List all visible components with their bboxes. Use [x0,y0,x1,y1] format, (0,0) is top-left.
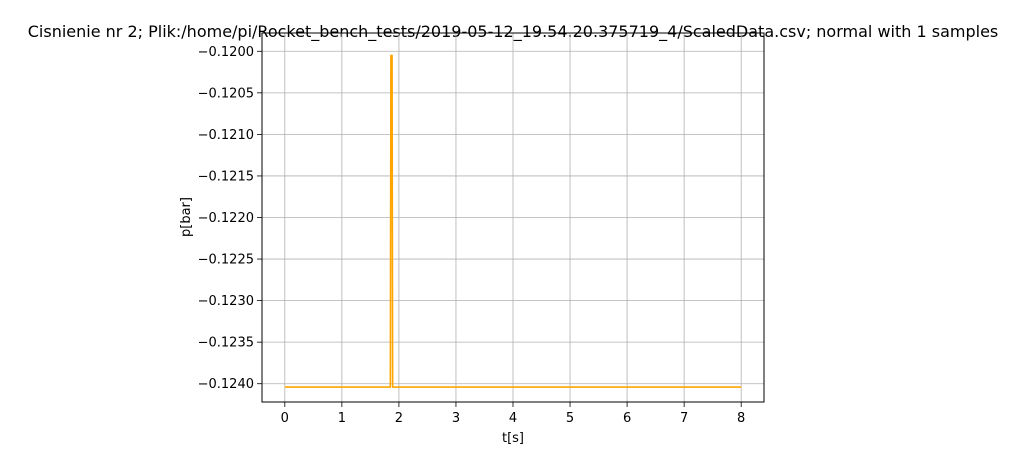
y-tick-label: −0.1225 [198,253,254,268]
x-tick-label: 7 [680,411,688,426]
y-tick-label: −0.1240 [198,377,254,392]
x-tick-label: 0 [281,411,289,426]
series-layer [284,54,742,388]
x-tick-label: 4 [509,411,517,426]
grid [262,33,764,402]
y-tick-label: −0.1210 [198,128,254,143]
x-tick-label: 5 [566,411,574,426]
y-tick-label: −0.1215 [198,169,254,184]
y-axis-label: p[bar] [179,197,194,237]
y-tick-label: −0.1205 [198,86,254,101]
y-tick-label: −0.1220 [198,211,254,226]
y-tick-label: −0.1235 [198,336,254,351]
x-tick-label: 3 [452,411,460,426]
y-tick-label: −0.1200 [198,45,254,60]
x-tick-label: 2 [395,411,403,426]
x-axis-label: t[s] [502,431,524,446]
x-axis: 0 1 2 3 4 5 6 7 8 [281,402,745,426]
y-axis: −0.1240 −0.1235 −0.1230 −0.1225 −0.1220 −0.12… [198,45,262,392]
chart-title: Cisnienie nr 2; Plik:/home/pi/Rocket_ben… [28,22,999,42]
y-tick-label: −0.1230 [198,294,254,309]
x-tick-label: 8 [737,411,745,426]
x-tick-label: 6 [623,411,631,426]
series-line [284,54,742,388]
x-tick-label: 1 [338,411,346,426]
